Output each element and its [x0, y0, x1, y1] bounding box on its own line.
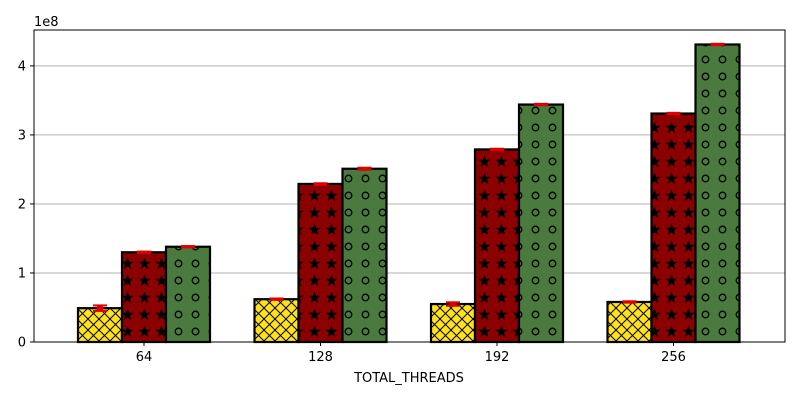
y-axis-ticks: 0 1 2 3 4: [18, 59, 34, 351]
bar-hatch: [298, 183, 343, 342]
y-tick-label: 4: [18, 59, 26, 74]
x-axis-label: TOTAL_THREADS: [353, 371, 464, 386]
bar-hatch: [651, 113, 696, 342]
y-tick-label: 0: [18, 336, 26, 351]
plot-frame: [33, 29, 786, 343]
bar-hatch: [475, 149, 519, 342]
x-tick-label: 64: [136, 350, 153, 365]
bar-hatch: [122, 252, 166, 342]
bar-hatch: [254, 299, 299, 342]
bar-hatch: [695, 44, 740, 342]
x-tick-label: 128: [308, 350, 333, 365]
bar-hatch: [607, 301, 652, 342]
x-axis-ticks: 64 128 192 256: [136, 342, 686, 365]
bar-hatch: [78, 308, 122, 342]
bar-hatch: [166, 246, 210, 342]
bar-hatch: [519, 104, 563, 342]
y-tick-label: 2: [18, 197, 26, 212]
y-axis-offset-label: 1e8: [34, 15, 59, 30]
bars: [76, 43, 741, 344]
y-tick-label: 3: [18, 128, 26, 143]
bar-hatch: [431, 304, 475, 342]
error-bars: [93, 42, 725, 312]
x-tick-label: 192: [485, 350, 510, 365]
x-tick-label: 256: [661, 350, 686, 365]
bar-hatch: [342, 168, 387, 342]
y-tick-label: 1: [18, 266, 26, 281]
